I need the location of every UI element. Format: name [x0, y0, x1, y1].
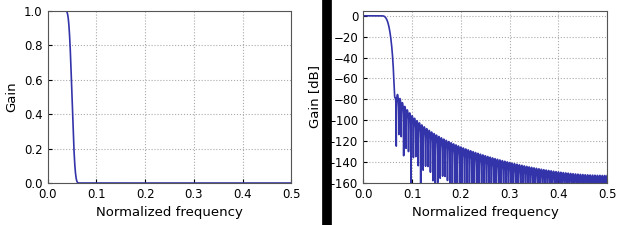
Y-axis label: Gain: Gain — [6, 81, 19, 112]
X-axis label: Normalized frequency: Normalized frequency — [96, 207, 243, 219]
Y-axis label: Gain [dB]: Gain [dB] — [308, 65, 321, 128]
X-axis label: Normalized frequency: Normalized frequency — [412, 207, 559, 219]
